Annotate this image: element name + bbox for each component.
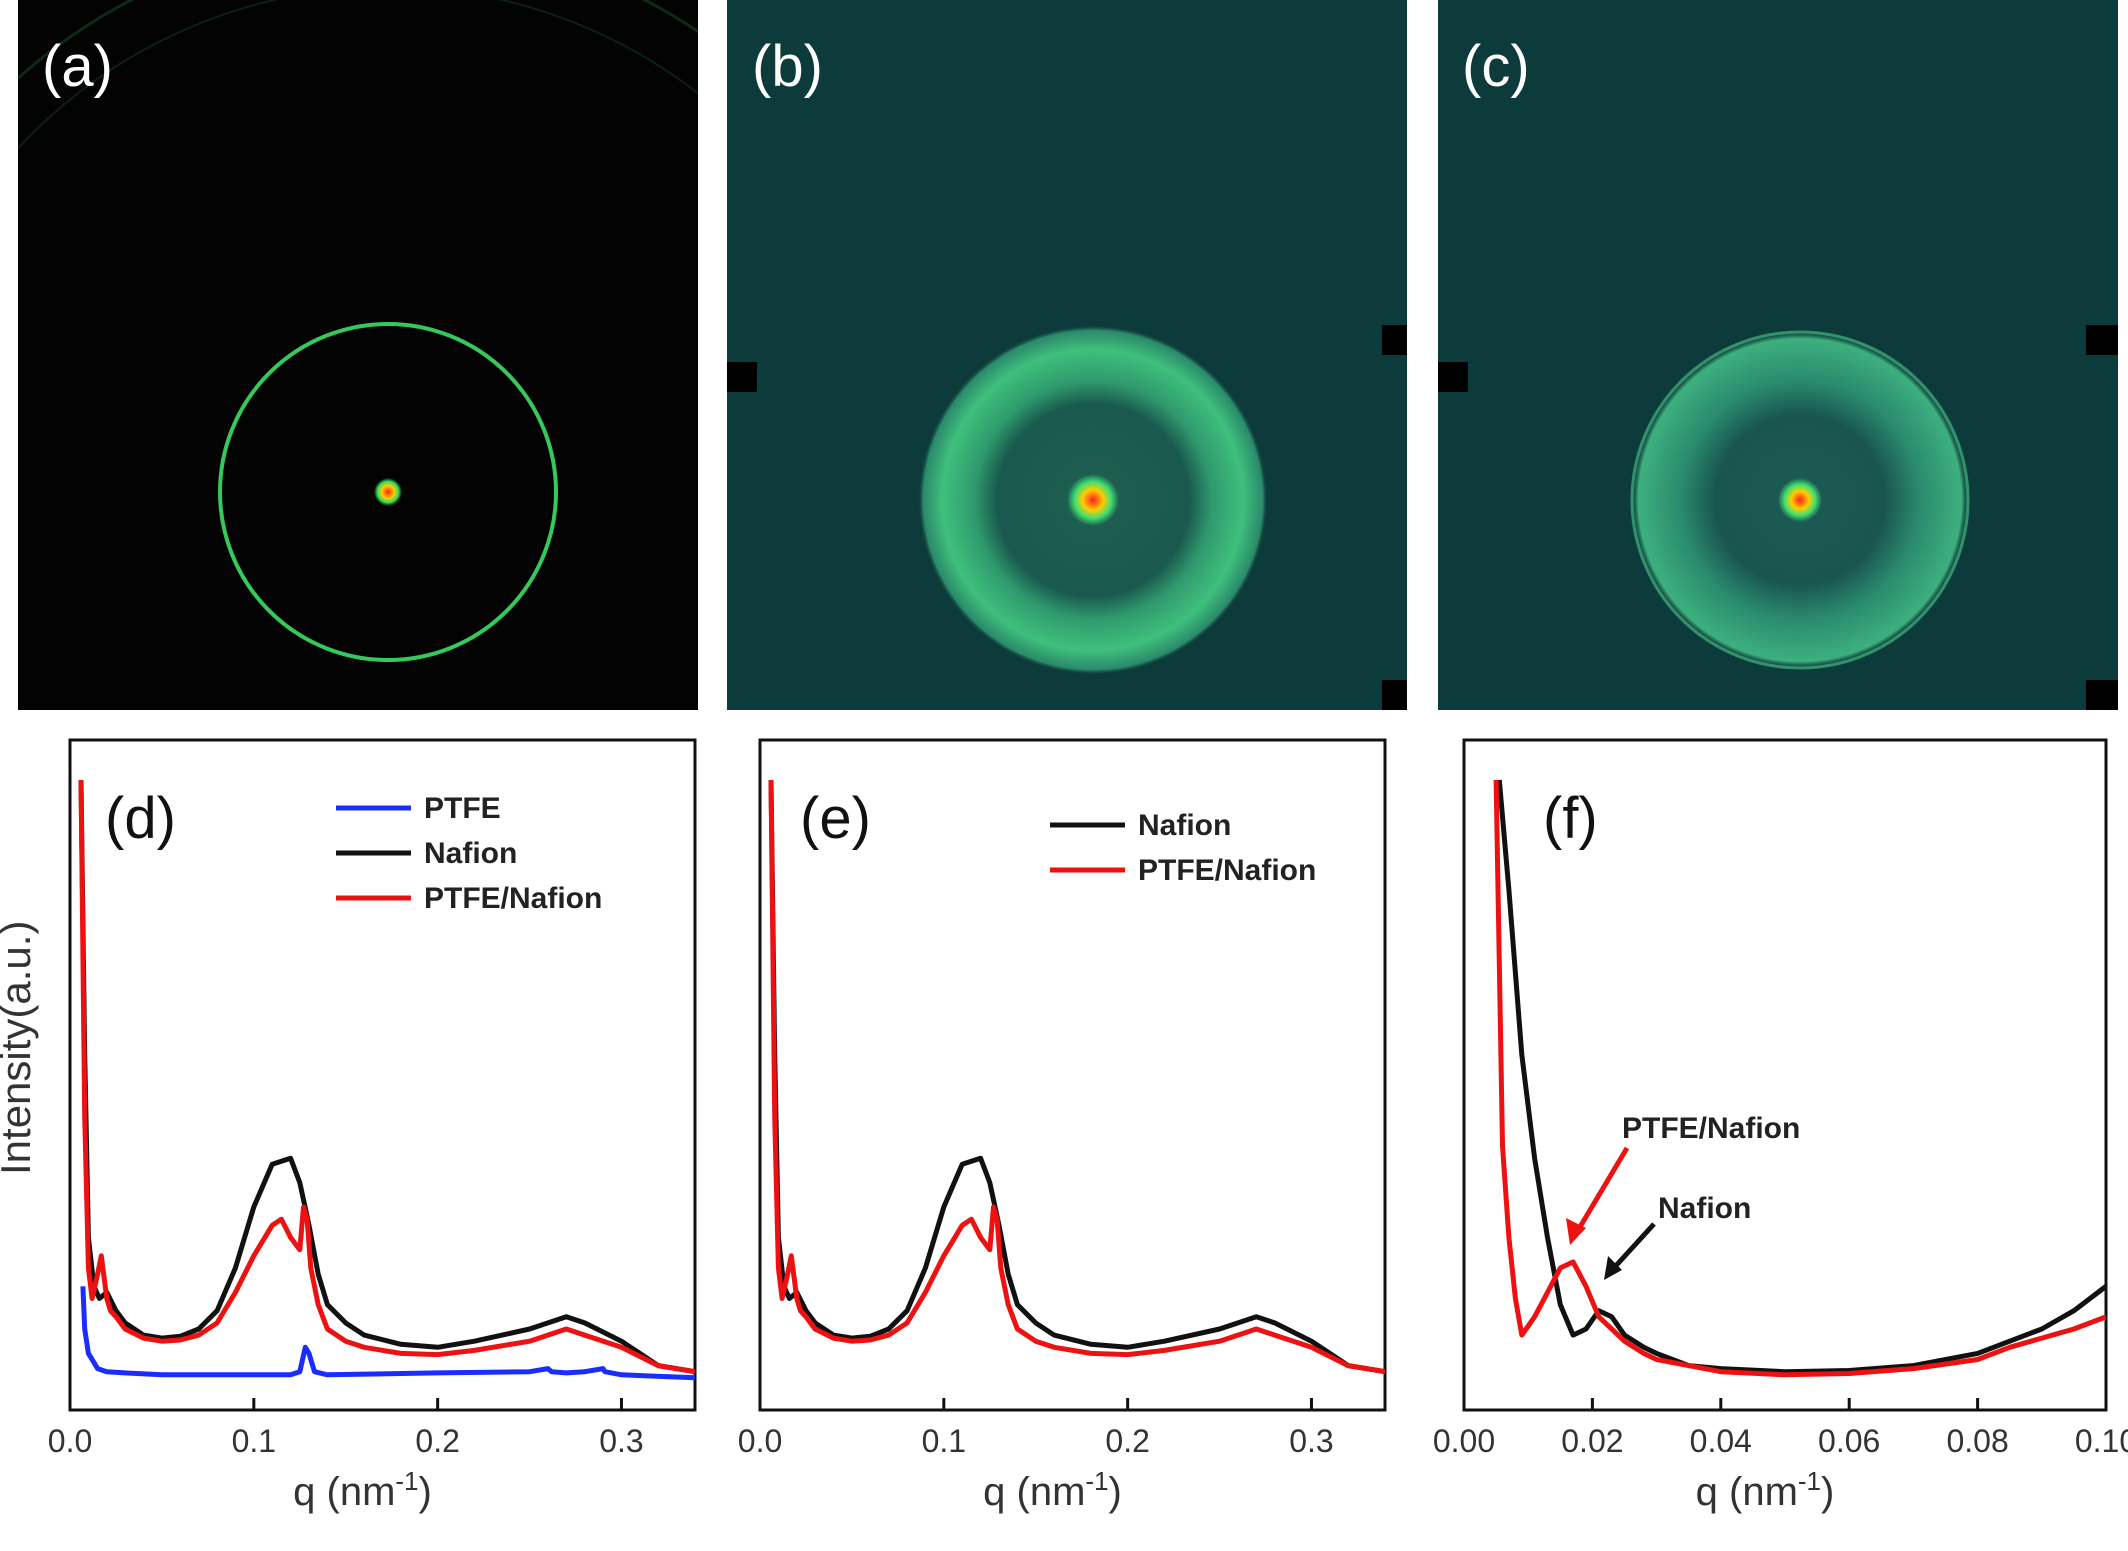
chart-e: 0.0 0.1 0.2 0.3 q (nm-1) Nafion PTFE/Nafion <box>738 738 1398 1530</box>
series-line-ptfe-nafion <box>78 779 695 1375</box>
x-axis-label-exponent: -1 <box>1085 1466 1108 1496</box>
annotation-arrowhead-nafion <box>1604 1256 1622 1280</box>
annotation-arrow-ptfe-nafion <box>1574 1146 1630 1234</box>
x-tick-label: 0.2 <box>415 1423 459 1459</box>
plot-frame <box>758 738 1387 1412</box>
chart-d-svg: 0.0 0.1 0.2 0.3 q (nm-1) PTFE Nafion PTFE/Nafio… <box>48 738 697 1514</box>
x-axis-label: q (nm-1) <box>983 1466 1122 1514</box>
plot-frame <box>68 738 697 1412</box>
x-tick-label: 0.00 <box>1433 1423 1495 1459</box>
scattering-pattern-b <box>727 0 1407 710</box>
x-tick-label: 0.0 <box>48 1423 92 1459</box>
scattering-pattern-a <box>18 0 698 710</box>
panel-label-c: (c) <box>1462 34 1530 99</box>
x-tick-label: 0.10 <box>2075 1423 2128 1459</box>
y-axis-label: Intensity(a.u.) <box>0 920 39 1175</box>
x-axis-label: q (nm-1) <box>1696 1466 1835 1514</box>
detector-marker <box>2086 680 2118 710</box>
pattern-panel-c <box>1438 0 2118 710</box>
series-line-ptfe <box>80 1286 695 1381</box>
x-tick-label: 0.06 <box>1818 1423 1880 1459</box>
chart-f: 0.00 0.02 0.04 0.06 0.08 0.10 q (nm-1) PTFE/Naf… <box>1433 738 2128 1530</box>
detector-marker <box>727 362 757 392</box>
series-line-ptfe-nafion <box>1493 779 2106 1378</box>
x-tick-label: 0.3 <box>599 1423 643 1459</box>
series-line-nafion <box>78 779 695 1375</box>
pattern-panel-b <box>727 0 1407 710</box>
legend-label: PTFE/Nafion <box>424 882 602 915</box>
x-tick-label: 0.3 <box>1289 1423 1333 1459</box>
chart-e-svg: 0.0 0.1 0.2 0.3 q (nm-1) Nafion PTFE/Nafion <box>738 738 1387 1514</box>
x-tick-label: 0.2 <box>1105 1423 1149 1459</box>
x-tick-label: 0.02 <box>1561 1423 1623 1459</box>
detector-marker <box>1382 680 1407 710</box>
annotation-arrow-nafion <box>1610 1222 1656 1272</box>
x-tick-label: 0.0 <box>738 1423 782 1459</box>
panel-label-f: (f) <box>1543 786 1598 851</box>
x-axis-label-exponent: -1 <box>395 1466 418 1496</box>
series-line-nafion <box>1496 779 2106 1375</box>
x-axis-label-end: ) <box>419 1470 432 1514</box>
detector-marker <box>1438 362 1468 392</box>
chart-d: 0.0 0.1 0.2 0.3 q (nm-1) PTFE Nafion PTFE/Nafio… <box>48 738 708 1530</box>
plot-frame <box>1462 738 2108 1412</box>
legend-label: Nafion <box>1138 809 1231 842</box>
legend-label: PTFE <box>424 792 501 825</box>
x-axis-label-exponent: -1 <box>1798 1466 1821 1496</box>
panel-label-d: (d) <box>105 786 176 851</box>
chart-f-svg: 0.00 0.02 0.04 0.06 0.08 0.10 q (nm-1) PTFE/Naf… <box>1433 738 2128 1514</box>
x-tick-label: 0.08 <box>1946 1423 2008 1459</box>
annotation-arrowhead-ptfe-nafion <box>1566 1218 1586 1245</box>
legend-label: PTFE/Nafion <box>1138 854 1316 887</box>
detector-marker <box>2086 325 2118 355</box>
x-tick-label: 0.1 <box>922 1423 966 1459</box>
legend-label: Nafion <box>424 837 517 870</box>
beam-center <box>1778 478 1822 522</box>
pattern-background <box>18 0 698 710</box>
detector-marker <box>1382 325 1407 355</box>
annotation-ptfe-nafion: PTFE/Nafion <box>1622 1112 1800 1145</box>
x-axis-label-end: ) <box>1821 1470 1834 1514</box>
x-axis-label: q (nm-1) <box>293 1466 432 1514</box>
series-line-ptfe-nafion <box>768 779 1385 1375</box>
ring-edge <box>1630 330 1970 670</box>
x-tick-label: 0.1 <box>232 1423 276 1459</box>
x-axis-label-end: ) <box>1109 1470 1122 1514</box>
pattern-panel-a <box>18 0 698 710</box>
panel-label-e: (e) <box>800 786 871 851</box>
x-tick-label: 0.04 <box>1690 1423 1752 1459</box>
beam-center <box>374 478 402 506</box>
annotation-nafion: Nafion <box>1658 1192 1751 1225</box>
beam-center <box>1067 474 1119 526</box>
scattering-pattern-c <box>1438 0 2118 710</box>
panel-label-a: (a) <box>42 34 113 99</box>
diffraction-ring <box>218 322 558 662</box>
panel-label-b: (b) <box>752 34 823 99</box>
